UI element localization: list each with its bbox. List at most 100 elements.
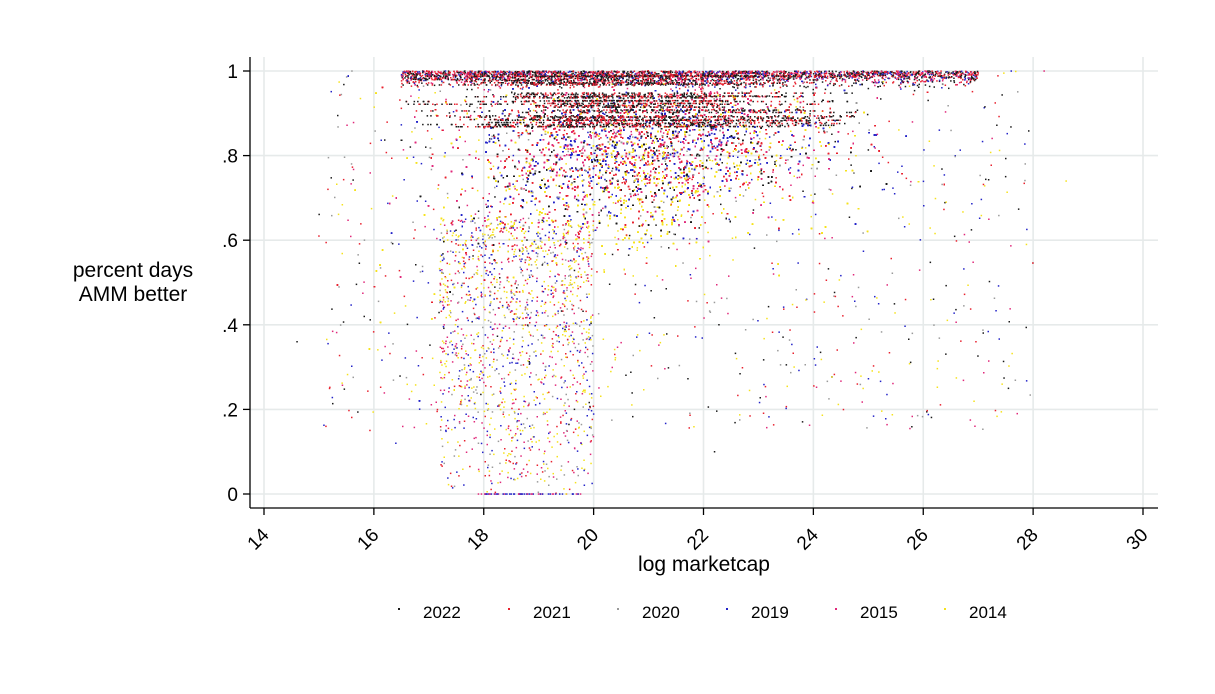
data-point-2014: [643, 152, 646, 154]
data-point-2015: [696, 187, 699, 190]
data-point-2014: [703, 199, 706, 201]
data-point-2019: [520, 133, 523, 136]
data-point-2019: [487, 215, 489, 217]
data-point-2015: [662, 132, 665, 134]
data-point-2014: [711, 160, 714, 162]
data-point-2021: [653, 167, 655, 169]
data-point-2014: [790, 130, 792, 132]
data-point-2021: [511, 159, 514, 162]
data-point-2020: [768, 149, 770, 151]
data-point-2014: [647, 172, 649, 175]
data-point-2014: [638, 199, 640, 202]
data-point-2019: [549, 170, 551, 172]
data-point-2022: [720, 203, 722, 206]
data-point-2019: [504, 198, 506, 201]
data-point-2014: [726, 162, 728, 165]
data-point-2014: [732, 96, 735, 99]
data-point-2015: [630, 130, 632, 133]
data-point-2019: [751, 178, 753, 181]
data-point-2022: [671, 152, 674, 155]
data-point-2021: [557, 89, 559, 91]
data-point-2022: [553, 149, 555, 152]
data-point-2021: [683, 72, 685, 74]
data-point-2019: [923, 149, 925, 151]
data-point-2021: [888, 120, 890, 123]
data-point-2022: [667, 182, 670, 184]
data-point-2014: [604, 170, 607, 173]
data-point-2015: [599, 120, 601, 122]
data-point-2015: [626, 87, 629, 90]
data-point-2015: [798, 176, 801, 179]
data-point-2021: [651, 140, 654, 142]
data-point-2014: [523, 119, 525, 122]
data-point-2014: [793, 175, 795, 177]
data-point-2014: [588, 155, 590, 157]
data-point-2015: [659, 95, 661, 97]
data-point-2015: [683, 142, 685, 145]
data-point-2021: [739, 186, 741, 188]
data-point-2015: [618, 140, 621, 142]
data-point-2014: [543, 185, 546, 188]
data-point-2015: [814, 175, 816, 177]
data-point-2022: [666, 135, 668, 138]
data-point-2022: [667, 152, 669, 154]
data-point-2022: [633, 181, 635, 183]
data-point-2015: [445, 98, 447, 101]
data-point-2015: [514, 188, 516, 190]
data-point-2015: [573, 126, 575, 129]
data-point-2015: [721, 150, 724, 153]
data-point-2015: [499, 201, 502, 203]
data-point-2022: [667, 146, 669, 148]
data-point-2014: [614, 236, 616, 239]
data-point-2019: [625, 179, 627, 181]
data-point-2015: [523, 188, 525, 190]
data-point-2022: [632, 148, 634, 150]
data-point-2021: [600, 137, 602, 139]
data-point-2014: [810, 215, 812, 218]
data-point-2019: [732, 155, 734, 157]
data-point-2021: [679, 153, 681, 155]
grid-lines: [250, 57, 1158, 508]
data-point-2015: [630, 133, 633, 136]
data-point-2019: [704, 134, 707, 137]
data-point-2014: [741, 125, 743, 128]
data-point-2019: [769, 202, 772, 204]
data-point-2020: [654, 170, 656, 173]
data-point-2019: [590, 147, 593, 149]
data-point-2019: [591, 198, 594, 201]
data-point-2019: [522, 200, 525, 202]
data-point-2019: [738, 150, 740, 153]
data-point-2019: [587, 131, 589, 134]
data-point-2015: [637, 193, 639, 196]
data-point-2022: [594, 149, 597, 152]
data-point-2019: [663, 110, 665, 112]
data-point-2021: [749, 132, 751, 135]
data-point-2014: [565, 163, 567, 165]
data-point-2020: [868, 129, 870, 131]
data-point-2014: [731, 237, 734, 239]
data-point-2019: [518, 160, 520, 162]
data-point-2019: [512, 154, 515, 157]
data-point-2022: [779, 104, 782, 106]
data-point-2014: [586, 195, 588, 198]
data-point-2014: [564, 101, 566, 103]
data-point-2019: [584, 169, 586, 172]
data-point-2021: [638, 98, 641, 101]
data-point-2015: [464, 140, 466, 143]
data-point-2021: [624, 195, 626, 197]
data-point-2019: [595, 145, 598, 148]
data-point-2021: [589, 182, 591, 185]
data-point-2021: [519, 87, 522, 90]
data-point-2021: [518, 193, 520, 196]
data-point-2014: [418, 97, 420, 99]
data-point-2015: [614, 202, 617, 204]
data-point-2015: [666, 154, 668, 156]
data-point-2015: [573, 197, 576, 199]
data-point-2019: [593, 158, 595, 160]
data-point-2020: [491, 135, 493, 138]
data-point-2022: [663, 145, 665, 148]
data-point-2020: [602, 174, 604, 176]
data-point-2019: [675, 86, 677, 89]
data-point-2014: [636, 249, 638, 251]
